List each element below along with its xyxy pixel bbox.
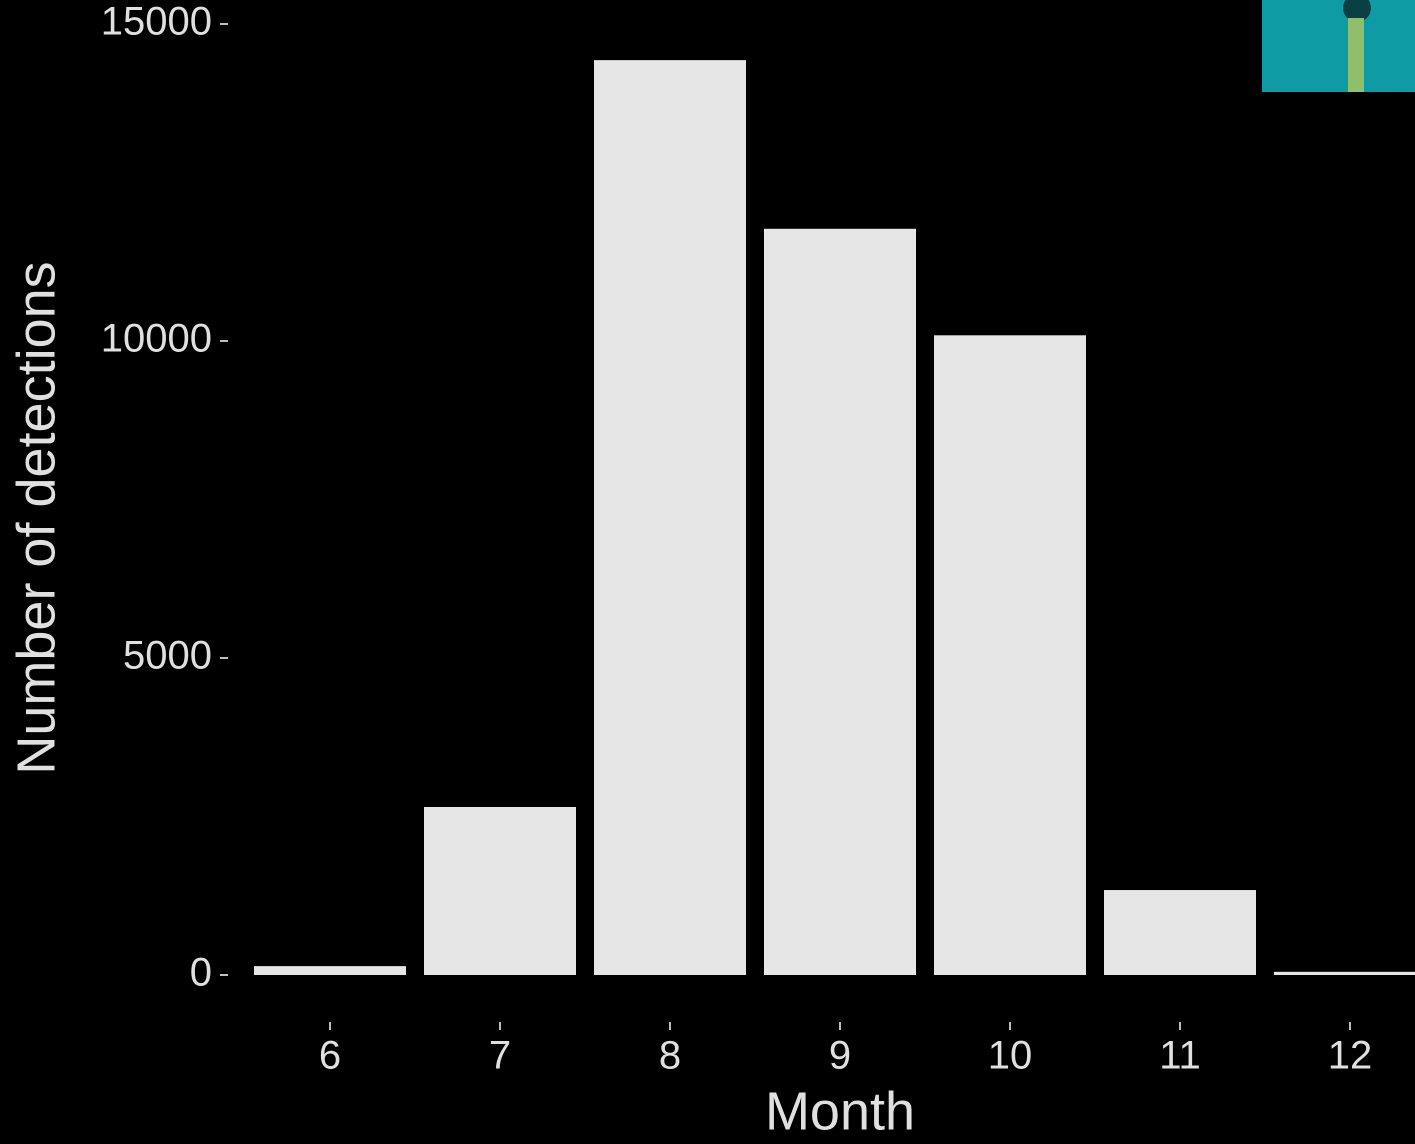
thumbnail-bg	[1262, 0, 1415, 92]
y-axis-title: Number of detections	[6, 261, 66, 774]
x-axis-title: Month	[765, 1081, 915, 1141]
webcam-thumbnail	[1262, 0, 1415, 92]
x-tick-label: 8	[659, 1034, 681, 1078]
y-tick-label: 5000	[123, 634, 212, 678]
x-tick-label: 10	[988, 1034, 1033, 1078]
bar	[764, 228, 916, 976]
bar	[254, 966, 406, 975]
bar	[934, 335, 1086, 975]
bar	[1104, 890, 1256, 975]
thumbnail-figure	[1343, 0, 1371, 22]
x-tick-label: 7	[489, 1034, 511, 1078]
x-tick-label: 11	[1159, 1034, 1201, 1078]
y-tick-label: 0	[190, 951, 212, 995]
x-tick-label: 9	[829, 1034, 851, 1078]
thumbnail-figure-body	[1348, 18, 1364, 92]
y-tick-label: 10000	[101, 317, 212, 361]
bar	[424, 806, 576, 975]
bar	[594, 60, 746, 975]
y-tick-label: 15000	[101, 0, 212, 44]
bar	[1274, 971, 1415, 975]
x-tick-label: 6	[319, 1034, 341, 1078]
x-tick-label: 12	[1328, 1034, 1373, 1078]
